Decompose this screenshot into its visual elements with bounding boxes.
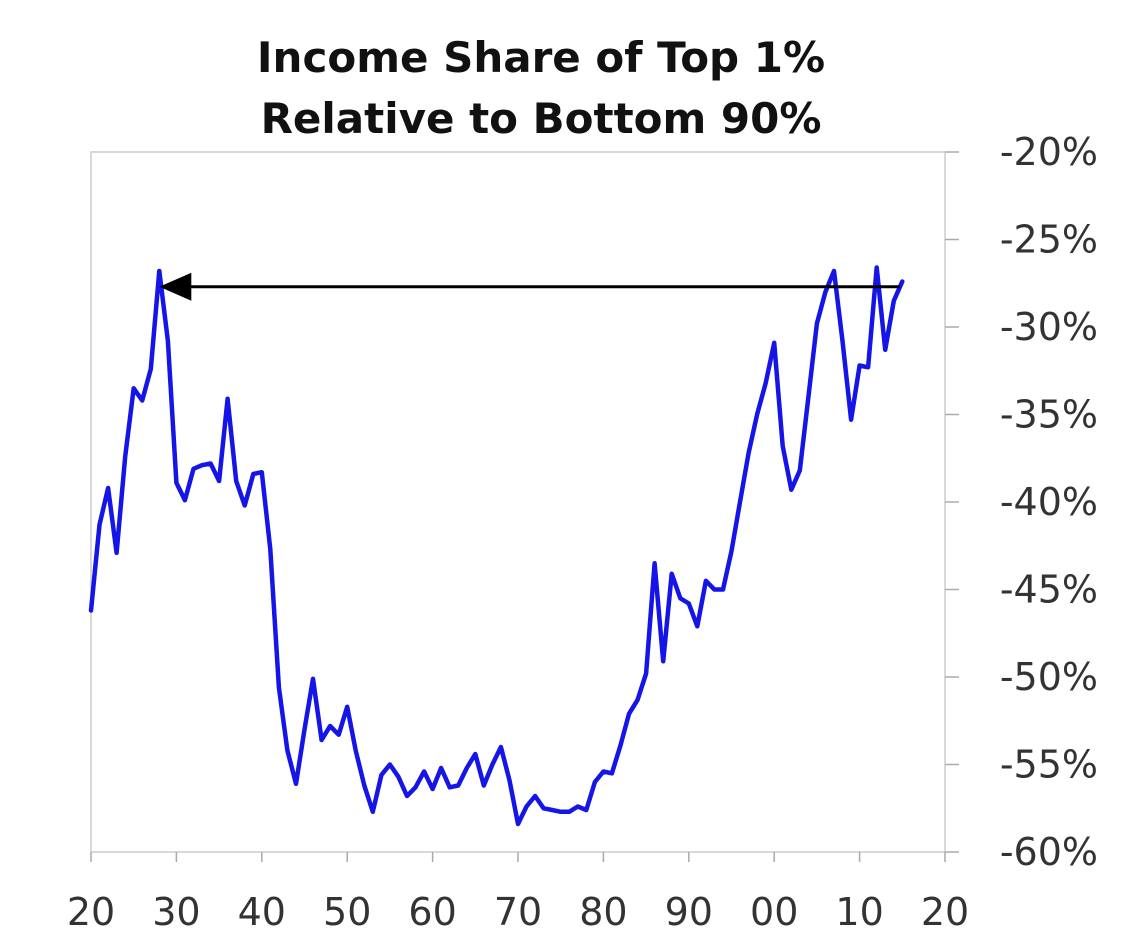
annotation-layer — [159, 272, 900, 301]
y-tick-label: -35% — [1000, 393, 1098, 437]
x-tick-label: 00 — [750, 890, 798, 934]
y-axis: -20% -25% -30% -35% -40% -45% -50% -55% -60% — [945, 130, 1098, 874]
chart-title-line-1: Income Share of Top 1% — [257, 33, 825, 82]
y-tick-label: -50% — [1000, 655, 1098, 699]
y-tick-label: -60% — [1000, 830, 1098, 874]
y-tick-label: -25% — [1000, 218, 1098, 262]
plot-frame — [90, 151, 946, 853]
x-tick-label: 10 — [835, 890, 883, 934]
x-tick-label: 30 — [152, 890, 200, 934]
y-tick-label: -40% — [1000, 480, 1098, 524]
x-tick-label: 20 — [67, 890, 115, 934]
x-tick-label: 40 — [238, 890, 286, 934]
x-tick-label: 20 — [921, 890, 969, 934]
y-tick-label: -20% — [1000, 130, 1098, 174]
y-tick-label: -30% — [1000, 305, 1098, 349]
x-tick-label: 60 — [408, 890, 456, 934]
y-tick-label: -55% — [1000, 743, 1098, 787]
x-tick-label: 90 — [665, 890, 713, 934]
x-tick-label: 70 — [494, 890, 542, 934]
x-axis: 20 30 40 50 60 70 80 90 00 10 20 — [67, 852, 969, 934]
chart-title-line-2: Relative to Bottom 90% — [261, 94, 822, 143]
x-tick-label: 50 — [323, 890, 371, 934]
x-tick-label: 80 — [579, 890, 627, 934]
y-tick-label: -45% — [1000, 568, 1098, 612]
series-line-0 — [88, 265, 905, 827]
annotation-arrow-head — [159, 272, 192, 301]
series-layer — [88, 265, 905, 827]
